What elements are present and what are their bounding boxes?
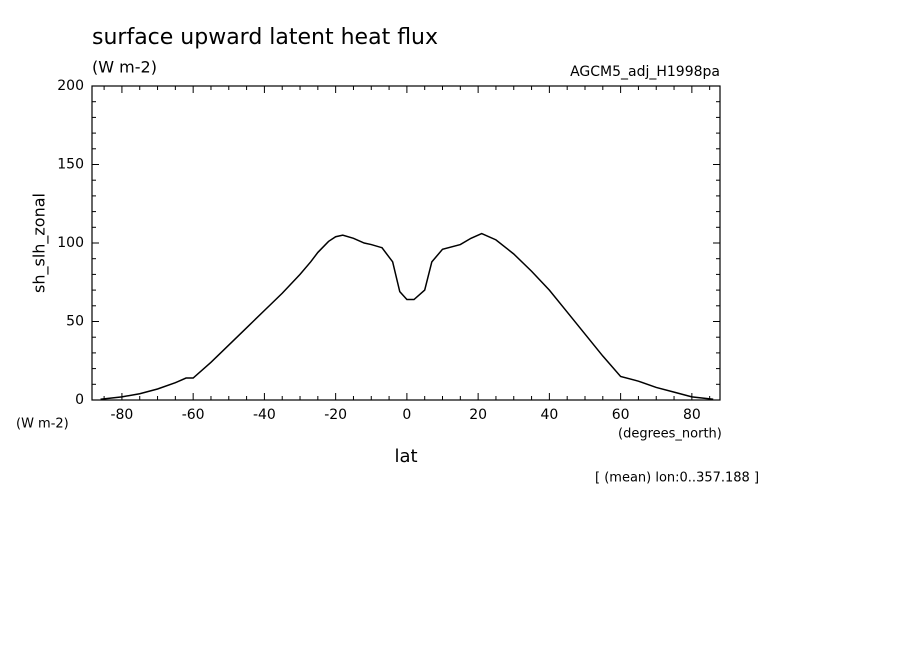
x-tick-label: -20 [324, 407, 347, 423]
x-tick-label: 0 [402, 407, 411, 423]
x-tick-label: -80 [110, 407, 133, 423]
x-axis-label: lat [394, 446, 417, 467]
x-tick-label: 80 [683, 407, 701, 423]
x-tick-label: 40 [540, 407, 558, 423]
y-tick-label: 50 [66, 314, 84, 330]
y-axis-label: sh_slh_zonal [30, 193, 50, 293]
x-tick-label: -60 [182, 407, 205, 423]
chart-subtitle: (W m-2) [92, 58, 157, 77]
y-tick-label: 200 [57, 78, 84, 94]
x-tick-label: 60 [612, 407, 630, 423]
x-tick-label: 20 [469, 407, 487, 423]
x-axis-units: (degrees_north) [618, 427, 722, 442]
note: [ (mean) lon:0..357.188 ] [595, 471, 759, 486]
x-tick-label: -40 [253, 407, 276, 423]
chart-title: surface upward latent heat flux [92, 25, 438, 50]
y-axis-units: (W m-2) [16, 417, 69, 432]
y-tick-label: 150 [57, 157, 84, 173]
y-tick-label: 0 [75, 392, 84, 408]
y-tick-label: 100 [57, 235, 84, 251]
data-line [100, 232, 714, 400]
annotation: AGCM5_adj_H1998pa [570, 64, 720, 80]
